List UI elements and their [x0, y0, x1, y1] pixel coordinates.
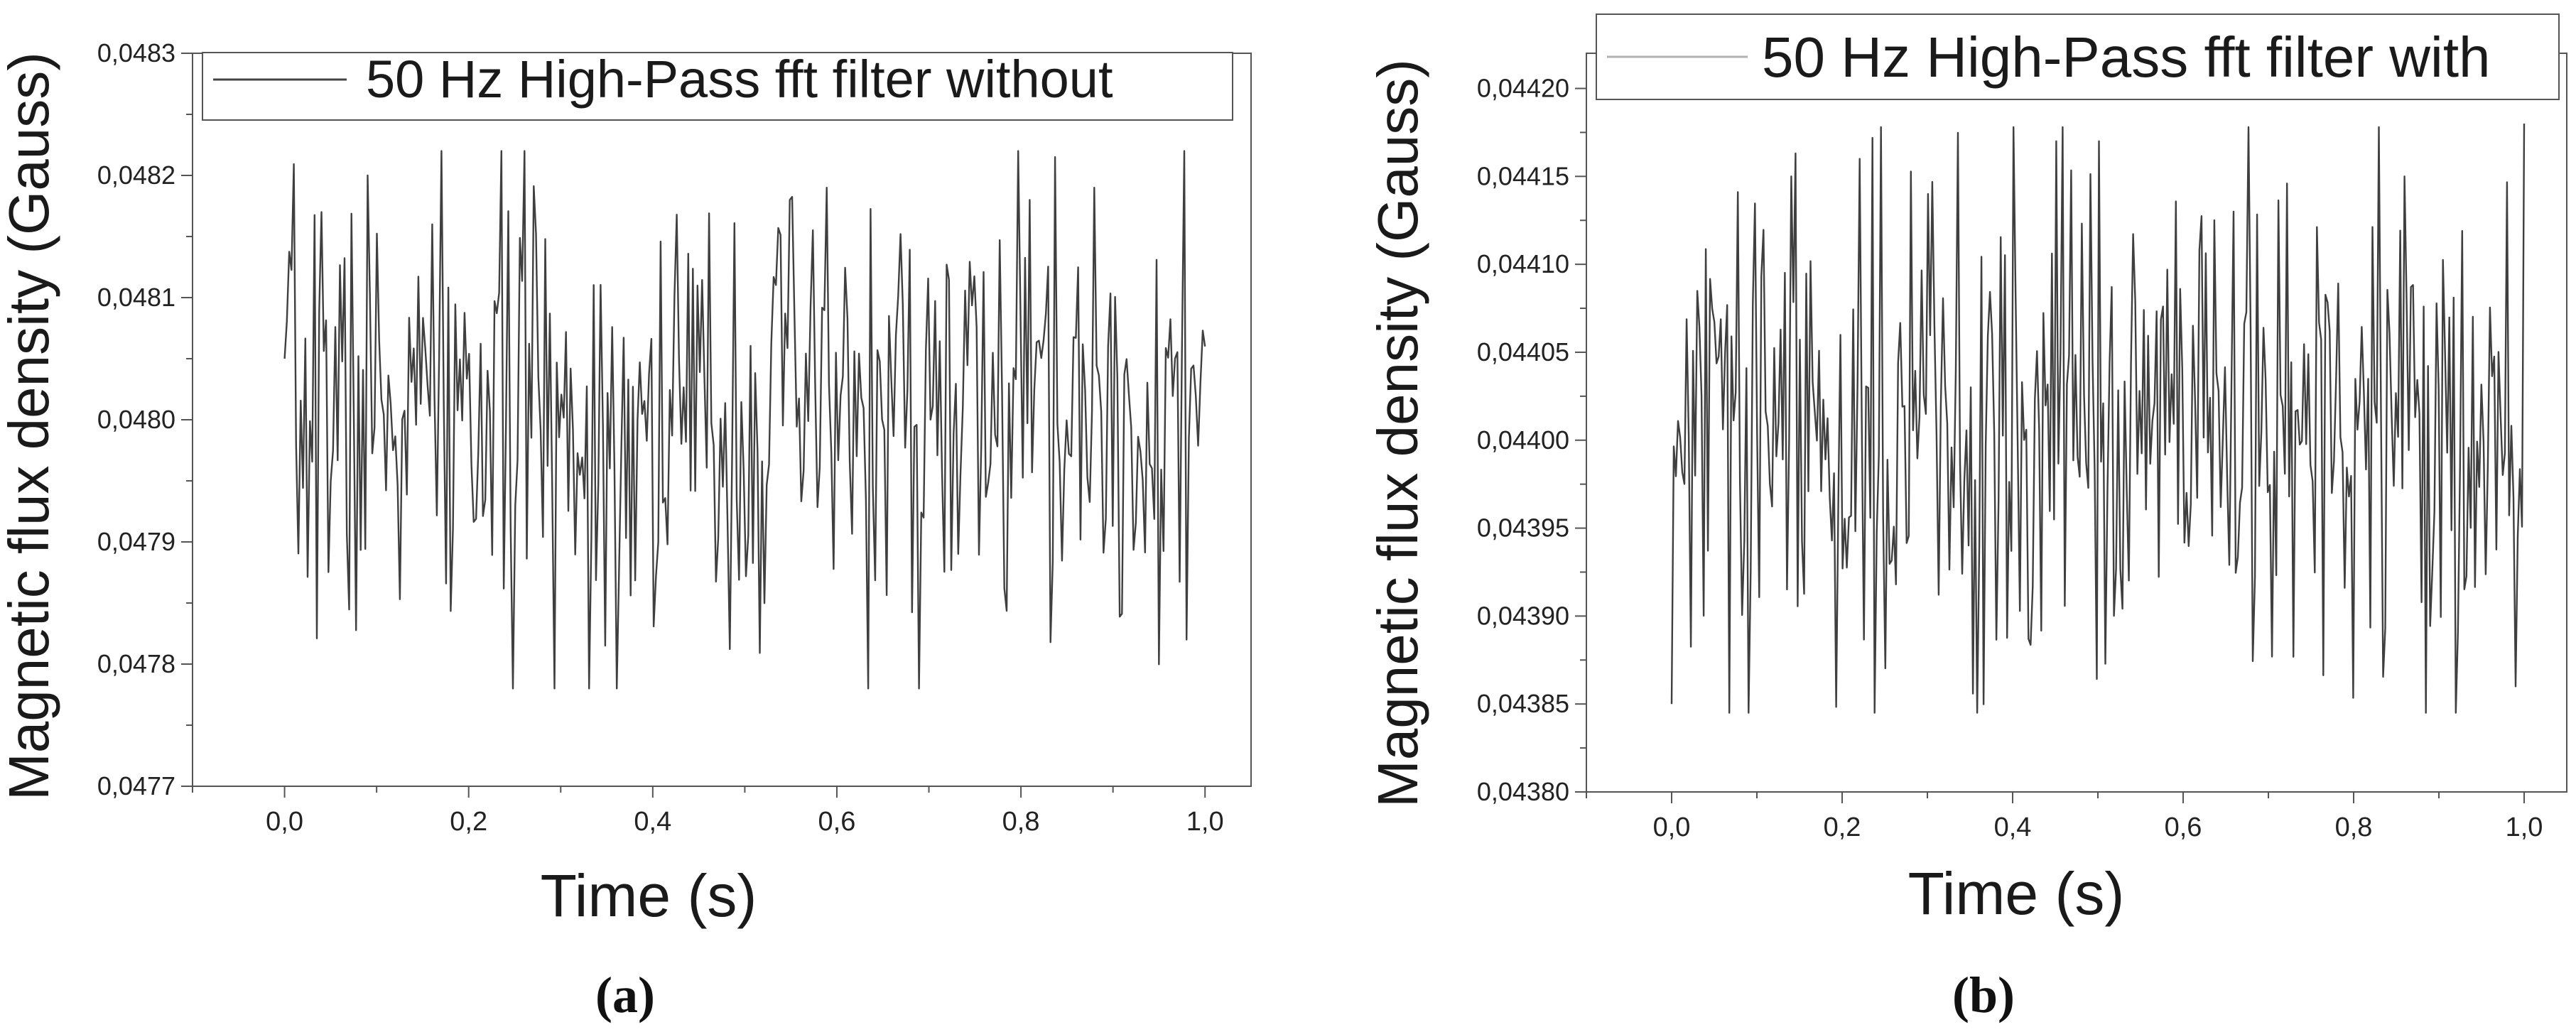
panel-a-x-axis: 0,0 0,2 0,4 0,6 0,8 1,0 — [192, 786, 1224, 837]
panel-b-y-tick-label: 0,04390 — [1477, 601, 1569, 630]
panel-a-x-tick-label: 0,4 — [634, 807, 671, 837]
panel-a-caption: (a) — [595, 967, 655, 1023]
panel-b-y-tick-label: 0,04400 — [1477, 425, 1569, 455]
panel-b-series-line — [1670, 123, 2526, 714]
panel-a-y-tick-label: 0,0482 — [97, 161, 175, 190]
panel-b-y-tick-label: 0,04420 — [1477, 74, 1569, 103]
panel-b-chart: 0,04380 0,04385 0,04390 0,04395 0,04400 0,044… — [1366, 13, 2567, 1023]
panel-a-x-tick-label: 0,2 — [450, 807, 487, 837]
panel-b-caption: (b) — [1952, 967, 2015, 1023]
panel-b-y-tick-label: 0,04385 — [1477, 689, 1569, 718]
panel-a-x-tick-label: 1,0 — [1186, 807, 1224, 837]
panel-b-y-tick-label: 0,04415 — [1477, 161, 1569, 190]
panel-b-legend-label: 50 Hz High-Pass fft filter with — [1762, 26, 2491, 89]
panel-b-y-axis: 0,04380 0,04385 0,04390 0,04395 0,04400 0,044… — [1477, 74, 1586, 806]
panel-b-x-tick-label: 0,6 — [2165, 813, 2202, 842]
panel-a-chart: 0,0477 0,0478 0,0479 0,0480 0,0481 0,0482 0,04… — [0, 38, 1252, 1023]
panel-a-trace — [283, 150, 1206, 690]
panel-a-x-tick-label: 0,8 — [1002, 807, 1040, 837]
panel-a-y-tick-label: 0,0477 — [97, 771, 175, 800]
panel-a-legend-label: 50 Hz High-Pass fft filter without — [366, 50, 1113, 109]
panel-a-y-axis-title: Magnetic flux density (Gauss) — [0, 52, 60, 800]
panel-b-x-tick-label: 1,0 — [2506, 813, 2543, 842]
panel-b-x-axis: 0,0 0,2 0,4 0,6 0,8 1,0 — [1586, 792, 2543, 842]
panel-b-y-tick-label: 0,04410 — [1477, 249, 1569, 278]
panel-b-x-tick-label: 0,8 — [2335, 813, 2373, 842]
panel-a-legend: 50 Hz High-Pass fft filter without — [202, 50, 1233, 121]
panel-b-trace — [1670, 123, 2526, 714]
panel-a-y-tick-label: 0,0481 — [97, 283, 175, 312]
panel-a-y-tick-label: 0,0478 — [97, 649, 175, 678]
panel-b-x-tick-label: 0,2 — [1824, 813, 1861, 842]
panel-a-series-line — [283, 150, 1206, 690]
panel-b-y-tick-label: 0,04405 — [1477, 337, 1569, 366]
panel-b-y-tick-label: 0,04380 — [1477, 777, 1569, 806]
panel-a-y-axis: 0,0477 0,0478 0,0479 0,0480 0,0481 0,0482 0,04… — [97, 38, 193, 800]
panel-b-legend-box — [1596, 13, 2560, 100]
panel-a-y-tick-label: 0,0483 — [97, 38, 175, 67]
panel-b-y-axis-title: Magnetic flux density (Gauss) — [1366, 59, 1429, 808]
panel-a-legend-box — [202, 52, 1233, 121]
panel-a-y-tick-label: 0,0480 — [97, 405, 175, 434]
panel-a-x-tick-label: 0,0 — [266, 807, 303, 837]
panel-b-legend: 50 Hz High-Pass fft filter with — [1596, 13, 2560, 100]
panel-a-y-tick-label: 0,0479 — [97, 527, 175, 556]
panel-b-x-tick-label: 0,0 — [1653, 813, 1691, 842]
panel-b-x-tick-label: 0,4 — [1994, 813, 2032, 842]
panel-b-x-axis-title: Time (s) — [1908, 860, 2125, 927]
panel-b-y-tick-label: 0,04395 — [1477, 514, 1569, 543]
panel-a-x-axis-title: Time (s) — [541, 862, 757, 929]
panel-a-x-tick-label: 0,6 — [818, 807, 856, 837]
